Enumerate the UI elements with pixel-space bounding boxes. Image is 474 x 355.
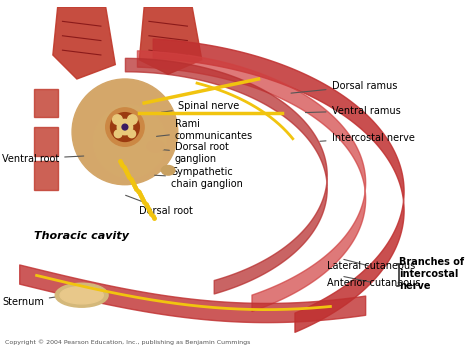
Text: Sympathetic
chain ganglion: Sympathetic chain ganglion bbox=[155, 167, 243, 189]
Text: Intercostal nerve: Intercostal nerve bbox=[320, 133, 414, 143]
Text: Branches of
intercostal
nerve: Branches of intercostal nerve bbox=[399, 257, 464, 291]
Text: Copyright © 2004 Pearson Education, Inc., publishing as Benjamin Cummings: Copyright © 2004 Pearson Education, Inc.… bbox=[5, 339, 250, 345]
Text: Spinal nerve: Spinal nerve bbox=[161, 101, 239, 112]
Text: Dorsal ramus: Dorsal ramus bbox=[291, 81, 397, 93]
Ellipse shape bbox=[55, 283, 108, 307]
Text: Dorsal root: Dorsal root bbox=[126, 195, 193, 215]
Circle shape bbox=[72, 79, 178, 185]
Text: Dorsal root
ganglion: Dorsal root ganglion bbox=[158, 142, 229, 164]
Text: Ventral ramus: Ventral ramus bbox=[305, 106, 400, 116]
Text: Ventral root: Ventral root bbox=[2, 154, 84, 164]
Text: Anterior cutaneous: Anterior cutaneous bbox=[327, 277, 420, 288]
Text: Lateral cutaneous: Lateral cutaneous bbox=[327, 260, 415, 271]
Circle shape bbox=[114, 130, 122, 138]
Polygon shape bbox=[34, 161, 58, 190]
Ellipse shape bbox=[60, 286, 103, 304]
Circle shape bbox=[128, 115, 137, 124]
Polygon shape bbox=[139, 7, 202, 74]
Text: Sternum: Sternum bbox=[2, 296, 64, 307]
Circle shape bbox=[122, 124, 128, 130]
Ellipse shape bbox=[162, 165, 175, 175]
Circle shape bbox=[128, 130, 136, 138]
Polygon shape bbox=[53, 7, 115, 79]
Polygon shape bbox=[34, 89, 58, 118]
Text: Thoracic cavity: Thoracic cavity bbox=[34, 231, 128, 241]
Circle shape bbox=[113, 115, 122, 124]
Circle shape bbox=[110, 113, 139, 141]
Circle shape bbox=[106, 108, 144, 146]
Polygon shape bbox=[34, 127, 58, 156]
Circle shape bbox=[117, 119, 133, 135]
Ellipse shape bbox=[147, 141, 164, 152]
Circle shape bbox=[93, 105, 166, 178]
Text: Rami
communicantes: Rami communicantes bbox=[156, 119, 253, 141]
